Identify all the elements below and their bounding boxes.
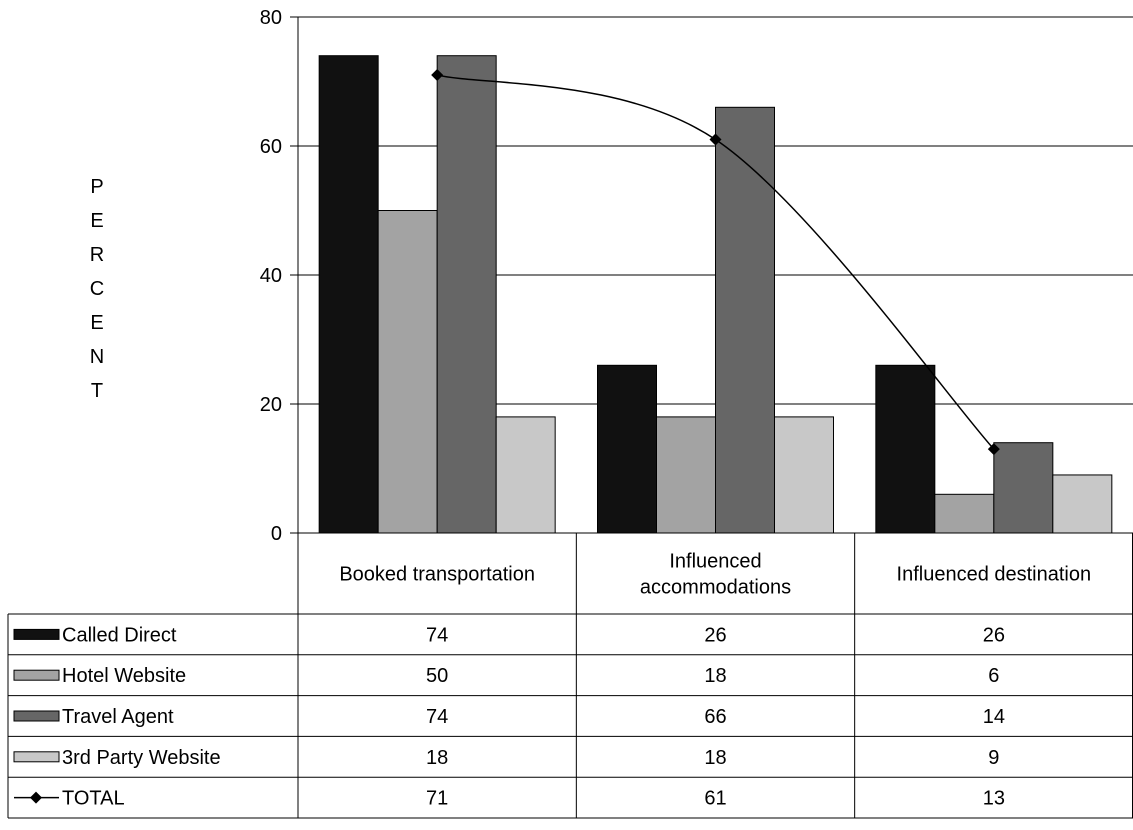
- table-cell-value: 26: [983, 624, 1005, 646]
- bar-hotel-website: [656, 416, 716, 534]
- category-label: Influenced destination: [897, 564, 1092, 586]
- y-axis-label-letter: T: [91, 380, 103, 402]
- total-line: [431, 69, 1000, 456]
- table-cell-value: 18: [704, 747, 726, 769]
- y-tick-label: 40: [260, 265, 282, 287]
- y-axis-label-letter: E: [90, 312, 103, 334]
- table-cell-value: 74: [426, 706, 448, 728]
- category-label: Influenced: [669, 551, 761, 573]
- bar-travel-agent: [715, 106, 775, 534]
- bar-3rd-party-website: [774, 416, 834, 534]
- category-label: Booked transportation: [339, 564, 535, 586]
- bar-3rd-party-website: [495, 416, 556, 534]
- data-table: Booked transportation Influenced accommoda…: [7, 532, 1133, 819]
- bar-called-direct: [597, 364, 657, 534]
- total-marker: [431, 69, 444, 82]
- legend-label: Hotel Website: [62, 665, 186, 687]
- bar-travel-agent: [436, 55, 497, 534]
- y-axis-label-letter: C: [90, 278, 104, 300]
- legend-label: Travel Agent: [62, 706, 174, 728]
- table-cell-value: 18: [704, 665, 726, 687]
- table-cell-value: 66: [704, 706, 726, 728]
- table-cell-value: 9: [988, 747, 999, 769]
- legend-key-travel-agent: [13, 710, 60, 722]
- bar-travel-agent: [993, 442, 1054, 534]
- bars: [318, 55, 1113, 534]
- category-label: accommodations: [640, 577, 791, 599]
- legend-label: TOTAL: [62, 788, 125, 810]
- legend-key-total-marker: [30, 791, 42, 804]
- table-cell-value: 71: [426, 788, 448, 810]
- legend-key-hotel-website: [13, 669, 60, 681]
- legend-key-3rd-party-website: [13, 751, 60, 763]
- y-tick-label: 60: [260, 136, 282, 158]
- table-cell-value: 61: [704, 788, 726, 810]
- table-cell-value: 50: [426, 665, 448, 687]
- legend-label: 3rd Party Website: [62, 747, 221, 769]
- table-cell-value: 74: [426, 624, 448, 646]
- y-axis-label-letter: R: [90, 244, 104, 266]
- y-axis-label-letter: N: [90, 346, 104, 368]
- table-cell-value: 14: [983, 706, 1005, 728]
- table-cell-value: 13: [983, 788, 1005, 810]
- total-marker: [709, 133, 722, 146]
- total-marker: [987, 443, 1000, 456]
- y-axis-label-letter: E: [90, 210, 103, 232]
- table-cell-value: 18: [426, 747, 448, 769]
- y-axis: 0 20 40 60 80: [260, 7, 299, 545]
- bar-hotel-website: [934, 493, 995, 534]
- y-axis-label-letter: P: [90, 176, 103, 198]
- y-tick-label: 0: [271, 523, 282, 545]
- bar-3rd-party-website: [1052, 474, 1113, 534]
- y-tick-label: 20: [260, 394, 282, 416]
- table-cell-value: 26: [704, 624, 726, 646]
- y-tick-label: 80: [260, 7, 282, 29]
- bar-hotel-website: [377, 210, 438, 534]
- total-line-path: [436, 74, 995, 450]
- bar-called-direct: [318, 55, 379, 534]
- bar-called-direct: [875, 364, 936, 534]
- legend-key-called-direct: [13, 628, 60, 640]
- legend-label: Called Direct: [62, 624, 177, 646]
- table-cell-value: 6: [988, 665, 999, 687]
